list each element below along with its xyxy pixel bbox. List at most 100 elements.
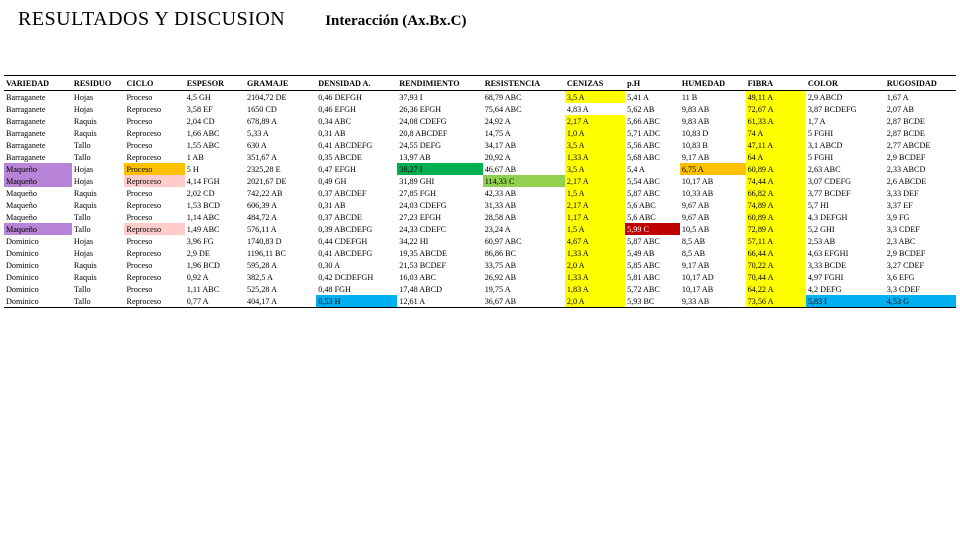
table-cell: 4,14 FGH	[185, 175, 245, 187]
table-cell: Proceso	[124, 115, 184, 127]
table-cell: 4,53 G	[885, 295, 956, 308]
table-cell: 20,92 A	[483, 151, 565, 163]
table-cell: 1,33 A	[565, 247, 625, 259]
column-header: RESISTENCIA	[483, 76, 565, 91]
table-cell: 70,44 A	[746, 271, 806, 283]
table-cell: Dominico	[4, 283, 72, 295]
column-header: HUMEDAD	[680, 76, 746, 91]
table-cell: Maqueño	[4, 187, 72, 199]
table-header-row: VARIEDADRESIDUOCICLOESPESORGRAMAJEDENSID…	[4, 76, 956, 91]
table-cell: 60,97 ABC	[483, 235, 565, 247]
table-cell: 24,08 CDEFG	[397, 115, 482, 127]
table-row: MaqueñoHojasProceso5 H2325,28 E0,47 EFGH…	[4, 163, 956, 175]
table-cell: Hojas	[72, 91, 125, 104]
table-cell: 0,46 EFGH	[316, 103, 397, 115]
table-cell: 24,92 A	[483, 115, 565, 127]
table-cell: Barraganete	[4, 139, 72, 151]
table-cell: 1,67 A	[885, 91, 956, 104]
table-cell: 68,79 ABC	[483, 91, 565, 104]
column-header: CENIZAS	[565, 76, 625, 91]
table-cell: 72,67 A	[746, 103, 806, 115]
table-cell: 5,87 ABC	[625, 187, 680, 199]
table-cell: 5,87 ABC	[625, 235, 680, 247]
column-header: RESIDUO	[72, 76, 125, 91]
table-cell: 2,0 A	[565, 295, 625, 308]
table-cell: 2,17 A	[565, 115, 625, 127]
table-cell: 9,83 AB	[680, 115, 746, 127]
table-cell: 8,5 AB	[680, 235, 746, 247]
table-cell: 33,75 AB	[483, 259, 565, 271]
table-cell: Proceso	[124, 139, 184, 151]
table-cell: 9,17 AB	[680, 259, 746, 271]
results-table: VARIEDADRESIDUOCICLOESPESORGRAMAJEDENSID…	[4, 75, 956, 308]
table-cell: 3,3 CDEF	[885, 283, 956, 295]
table-cell: 5 FGHI	[806, 151, 885, 163]
table-cell: 73,56 A	[746, 295, 806, 308]
table-cell: 5,7 HI	[806, 199, 885, 211]
table-cell: Proceso	[124, 163, 184, 175]
table-cell: 404,17 A	[245, 295, 316, 308]
table-cell: 37,93 I	[397, 91, 482, 104]
table-cell: 2,9 BCDEF	[885, 151, 956, 163]
table-cell: 0,47 EFGH	[316, 163, 397, 175]
table-cell: Barraganete	[4, 115, 72, 127]
table-cell: 10,5 AB	[680, 223, 746, 235]
table-cell: Maqueño	[4, 223, 72, 235]
table-cell: 0,37 ABCDE	[316, 211, 397, 223]
table-cell: 595,28 A	[245, 259, 316, 271]
table-cell: 72,89 A	[746, 223, 806, 235]
table-cell: Dominico	[4, 247, 72, 259]
table-cell: 0,44 CDEFGH	[316, 235, 397, 247]
table-cell: 26,36 EFGH	[397, 103, 482, 115]
table-cell: 0,48 FGH	[316, 283, 397, 295]
table-cell: 0,77 A	[185, 295, 245, 308]
table-cell: Hojas	[72, 163, 125, 175]
table-body: BarraganeteHojasProceso4,5 GH2104,72 DE0…	[4, 91, 956, 308]
table-cell: 4,67 A	[565, 235, 625, 247]
table-cell: 19,75 A	[483, 283, 565, 295]
table-cell: Tallo	[72, 211, 125, 223]
table-cell: Hojas	[72, 235, 125, 247]
table-cell: 0,30 A	[316, 259, 397, 271]
table-cell: 24,03 CDEFG	[397, 199, 482, 211]
table-cell: 1,66 ABC	[185, 127, 245, 139]
table-cell: 1,17 A	[565, 211, 625, 223]
table-cell: 26,92 AB	[483, 271, 565, 283]
table-row: BarraganeteHojasProceso4,5 GH2104,72 DE0…	[4, 91, 956, 104]
table-row: BarraganeteRaquisProceso2,04 CD678,89 A0…	[4, 115, 956, 127]
table-cell: 61,33 A	[746, 115, 806, 127]
column-header: RUGOSIDAD	[885, 76, 956, 91]
table-cell: 60,89 A	[746, 163, 806, 175]
table-cell: 3,9 FG	[885, 211, 956, 223]
table-cell: 0,39 ABCDEFG	[316, 223, 397, 235]
table-cell: 17,48 ABCD	[397, 283, 482, 295]
table-cell: 5,85 ABC	[625, 259, 680, 271]
table-cell: Raquis	[72, 127, 125, 139]
column-header: GRAMAJE	[245, 76, 316, 91]
table-cell: 66,82 A	[746, 187, 806, 199]
table-row: MaqueñoRaquisReproceso1,53 BCD606,39 A0,…	[4, 199, 956, 211]
table-cell: 3,87 BCDEFG	[806, 103, 885, 115]
table-cell: 484,72 A	[245, 211, 316, 223]
table-cell: 5,6 ABC	[625, 211, 680, 223]
table-cell: 3,58 EF	[185, 103, 245, 115]
table-cell: 2,53 AB	[806, 235, 885, 247]
table-cell: 2,33 ABCD	[885, 163, 956, 175]
column-header: FIBRA	[746, 76, 806, 91]
table-cell: 28,58 AB	[483, 211, 565, 223]
table-cell: Dominico	[4, 295, 72, 308]
table-row: BarraganeteHojasReproceso3,58 EF1650 CD0…	[4, 103, 956, 115]
table-cell: Proceso	[124, 283, 184, 295]
table-cell: 70,22 A	[746, 259, 806, 271]
table-cell: 2,87 BCDE	[885, 127, 956, 139]
table-cell: 24,33 CDEFC	[397, 223, 482, 235]
table-cell: 10,17 AB	[680, 175, 746, 187]
table-cell: 2,9 ABCD	[806, 91, 885, 104]
table-cell: 0,53 H	[316, 295, 397, 308]
table-cell: Reproceso	[124, 199, 184, 211]
table-cell: 0,34 ABC	[316, 115, 397, 127]
table-cell: Reproceso	[124, 271, 184, 283]
table-cell: 3,96 FG	[185, 235, 245, 247]
table-cell: 12,61 A	[397, 295, 482, 308]
table-cell: 2325,28 E	[245, 163, 316, 175]
